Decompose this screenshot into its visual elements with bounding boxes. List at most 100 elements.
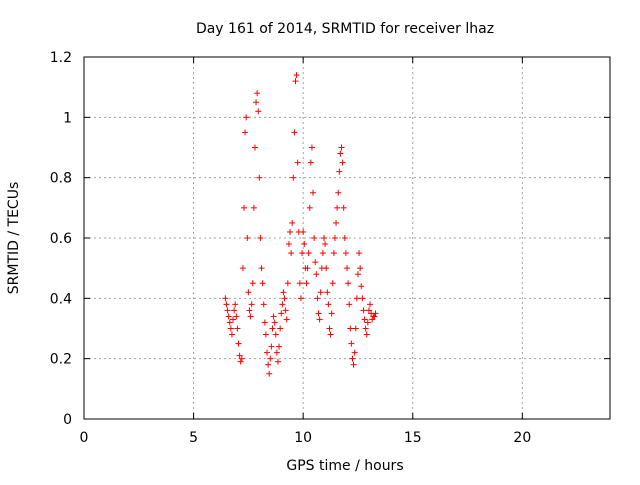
data-point [361,316,368,323]
data-point [236,352,243,359]
data-point [328,310,335,317]
data-point [293,72,300,79]
data-point [344,265,350,272]
data-point [283,316,290,323]
data-point [336,168,343,175]
data-point [257,235,264,241]
data-point [352,325,359,332]
data-point [262,331,269,338]
data-point [274,358,281,365]
data-point [242,129,249,136]
data-point [290,174,297,181]
data-point [261,319,268,326]
x-tick-label: 20 [513,430,531,446]
data-point [369,316,376,323]
data-point [337,150,344,157]
data-point [353,295,360,302]
data-point [333,219,340,226]
data-point [225,313,232,320]
data-point [288,250,295,257]
data-point [301,241,308,248]
data-point [312,259,319,266]
data-point [329,280,336,287]
data-point [271,319,278,326]
data-point [331,235,338,241]
y-axis-label: SRMTID / TECUs [6,182,22,295]
data-point [310,189,317,196]
data-point [324,289,331,296]
data-marks [222,72,379,377]
x-tick-label: 10 [294,430,312,446]
data-point [335,189,342,196]
data-point [227,325,234,332]
data-point [338,144,345,151]
y-tick-label: 0.8 [50,171,72,187]
data-point [341,235,348,241]
data-point [281,295,288,302]
data-point [238,355,245,362]
data-point [260,301,267,308]
x-axis-label: GPS time / hours [286,458,403,474]
data-point [228,331,235,338]
data-point [299,250,306,257]
data-point [269,325,276,332]
data-point [265,361,272,368]
data-point [326,325,333,332]
chart-title: Day 161 of 2014, SRMTID for receiver lha… [196,21,494,37]
y-tick-label: 0.4 [50,291,72,307]
data-point [245,289,252,296]
data-point [357,265,364,272]
data-point [224,307,231,314]
data-point [320,235,327,241]
data-point [284,280,291,287]
data-point [253,99,260,106]
data-point [250,204,257,211]
data-point [268,343,275,350]
data-point [292,78,299,85]
data-point [322,241,329,248]
data-point [307,159,314,166]
data-point [240,204,247,211]
data-point [330,250,337,257]
data-point [255,108,262,115]
data-point [243,114,250,121]
data-point [317,289,324,296]
data-point [362,325,369,332]
data-point [308,144,315,151]
data-point [348,340,355,347]
data-point [345,280,352,287]
data-point [254,90,261,97]
data-point [247,313,254,320]
data-point [294,159,301,166]
data-point [237,358,244,365]
data-point [316,316,323,323]
data-point [233,313,240,320]
data-point [358,283,365,290]
axes-layer: 0 5 10 15 20 0 0.2 0.4 0.6 0.8 1 1.2 [50,50,611,446]
data-point [349,355,356,362]
data-point [360,307,367,314]
data-point [339,159,346,166]
data-point [222,295,229,302]
data-point [270,313,277,320]
data-point [277,325,284,332]
data-point [285,241,292,248]
data-point [296,280,303,287]
data-point [282,307,289,314]
data-point [259,280,266,287]
data-point [313,271,320,278]
data-point [239,265,246,272]
data-point [264,349,271,356]
data-point [231,307,238,314]
data-point [371,313,378,320]
data-point [232,301,239,308]
data-point [223,301,230,308]
data-point [279,301,286,308]
data-point [300,228,307,235]
data-point [346,301,353,308]
data-point [256,174,263,181]
data-point [251,144,258,151]
data-point [342,250,349,257]
data-point [365,307,372,314]
